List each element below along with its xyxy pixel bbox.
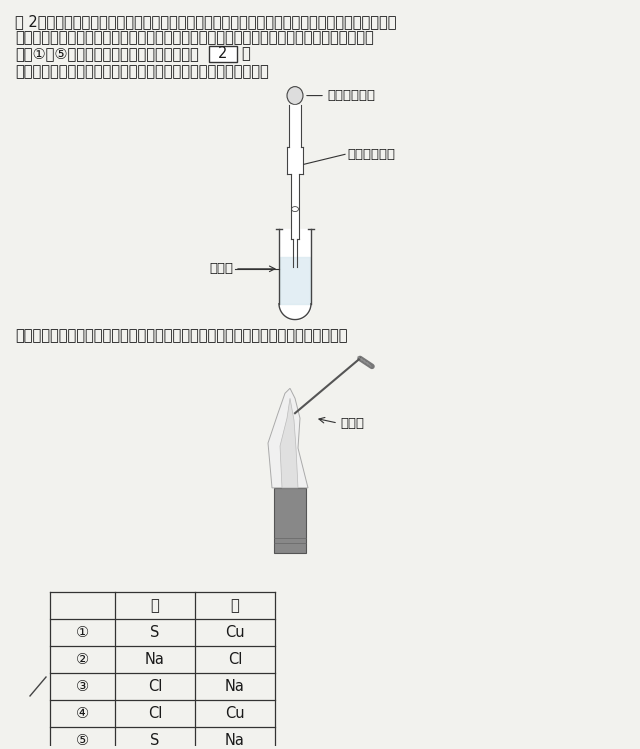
- Text: ①: ①: [76, 625, 89, 640]
- Text: Cl: Cl: [148, 679, 162, 694]
- Text: 駒込ピペット: 駒込ピペット: [327, 89, 375, 102]
- Text: Na: Na: [145, 652, 165, 667]
- Text: S: S: [150, 733, 160, 748]
- Polygon shape: [268, 388, 308, 488]
- Polygon shape: [280, 398, 298, 488]
- Text: ④: ④: [76, 706, 89, 721]
- Text: ②: ②: [76, 652, 89, 667]
- Text: Cl: Cl: [148, 706, 162, 721]
- Text: 硝酸銀水溶液: 硝酸銀水溶液: [347, 148, 395, 161]
- Text: 2: 2: [218, 46, 227, 61]
- Text: ア: ア: [150, 598, 159, 613]
- Text: ア　水溶液に硝酸銀水溶液を加えたところ，白色沈殿を生じた。: ア 水溶液に硝酸銀水溶液を加えたところ，白色沈殿を生じた。: [15, 64, 269, 79]
- Text: 白金線: 白金線: [340, 416, 364, 430]
- Text: イ: イ: [230, 598, 239, 613]
- Text: Cl: Cl: [228, 652, 242, 667]
- Ellipse shape: [291, 207, 298, 211]
- Text: とイの操作を行った。この操作で確認できる成分元素の組合せとして正しいものはどれか。: とイの操作を行った。この操作で確認できる成分元素の組合せとして正しいものはどれか…: [15, 30, 374, 45]
- Text: 水溶液: 水溶液: [209, 262, 233, 276]
- Text: Na: Na: [225, 679, 245, 694]
- Text: 問 2　ある物質に含まれている成分元素を確認するために，その物質の水溶液を用いて，次のア: 問 2 ある物質に含まれている成分元素を確認するために，その物質の水溶液を用いて…: [15, 14, 397, 29]
- Text: Cu: Cu: [225, 625, 245, 640]
- Text: Cu: Cu: [225, 706, 245, 721]
- FancyBboxPatch shape: [209, 46, 237, 61]
- Text: 。: 。: [241, 46, 250, 61]
- Text: S: S: [150, 625, 160, 640]
- Text: イ　水溶液を白金線の先につけて炎色反応を調べたところ，炎の色が黄色になった。: イ 水溶液を白金線の先につけて炎色反応を調べたところ，炎の色が黄色になった。: [15, 329, 348, 344]
- Text: 下の①～⑤のうちから一つ選べ。解答番号は: 下の①～⑤のうちから一つ選べ。解答番号は: [15, 46, 199, 61]
- Text: ③: ③: [76, 679, 89, 694]
- Ellipse shape: [287, 87, 303, 105]
- Text: Na: Na: [225, 733, 245, 748]
- Bar: [274, 488, 306, 553]
- Text: ⑤: ⑤: [76, 733, 89, 748]
